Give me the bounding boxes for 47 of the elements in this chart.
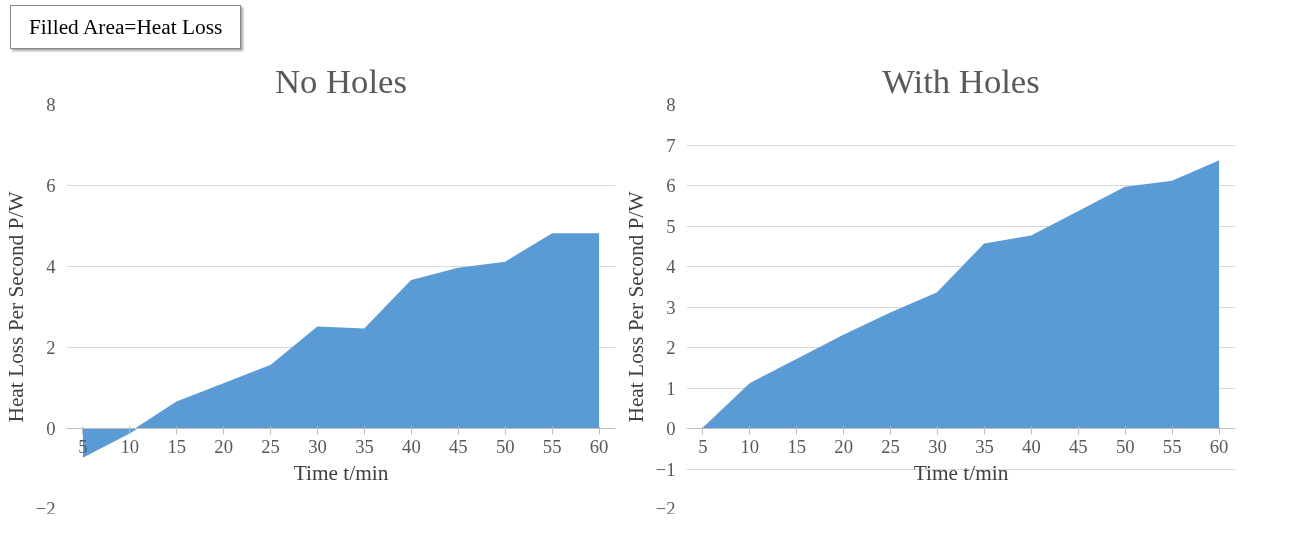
y-tick-label: 0 [46, 418, 56, 440]
y-tick-label: 8 [666, 94, 676, 116]
y-tick-label: 4 [46, 256, 57, 278]
x-tick-label: 25 [261, 435, 280, 457]
y-axis-title: Heat Loss Per Second P/W [3, 191, 28, 423]
y-tick-label: −2 [655, 497, 676, 519]
y-tick-label: 3 [666, 296, 676, 318]
y-tick-label: 2 [46, 337, 56, 359]
y-tick-label: 1 [666, 377, 676, 399]
x-tick-label: 15 [787, 435, 807, 457]
chart-title: With Holes [882, 61, 1040, 100]
x-tick-label: 55 [1162, 435, 1182, 457]
x-tick-label: 20 [214, 435, 234, 457]
x-axis-title: Time t/min [913, 460, 1009, 485]
x-tick-label: 45 [1068, 435, 1088, 457]
chart-title: No Holes [275, 61, 407, 100]
x-tick-label: 40 [1022, 435, 1041, 457]
y-tick-label: 2 [666, 337, 676, 359]
x-tick-label: 5 [698, 435, 708, 457]
x-tick-label: 40 [402, 435, 421, 457]
x-tick-label: 20 [834, 435, 854, 457]
x-tick-label: 60 [1209, 435, 1229, 457]
x-tick-label: 50 [495, 435, 515, 457]
y-axis-title: Heat Loss Per Second P/W [623, 191, 648, 423]
x-tick-label: 10 [120, 435, 140, 457]
y-tick-label: 4 [666, 256, 677, 278]
y-tick-label: 5 [666, 215, 676, 237]
x-tick-label: 30 [308, 435, 327, 457]
x-tick-label: 55 [542, 435, 562, 457]
x-tick-label: 15 [167, 435, 187, 457]
x-tick-label: 25 [881, 435, 900, 457]
x-tick-label: 35 [975, 435, 994, 457]
y-tick-label: 6 [46, 175, 56, 197]
x-tick-label: 35 [355, 435, 374, 457]
y-tick-label: −1 [655, 458, 676, 480]
y-tick-label: 6 [666, 175, 676, 197]
y-tick-label: −2 [35, 497, 56, 519]
y-tick-label: 8 [46, 94, 56, 116]
y-tick-label: 0 [666, 418, 676, 440]
text: Filled Area=Heat Loss [29, 14, 223, 41]
x-tick-label: 10 [740, 435, 760, 457]
x-tick-label: 45 [448, 435, 468, 457]
y-tick-label: 7 [666, 134, 676, 156]
x-tick-label: 50 [1115, 435, 1135, 457]
x-tick-label: 60 [589, 435, 609, 457]
x-axis-title: Time t/min [293, 460, 389, 485]
x-tick-label: 30 [928, 435, 947, 457]
